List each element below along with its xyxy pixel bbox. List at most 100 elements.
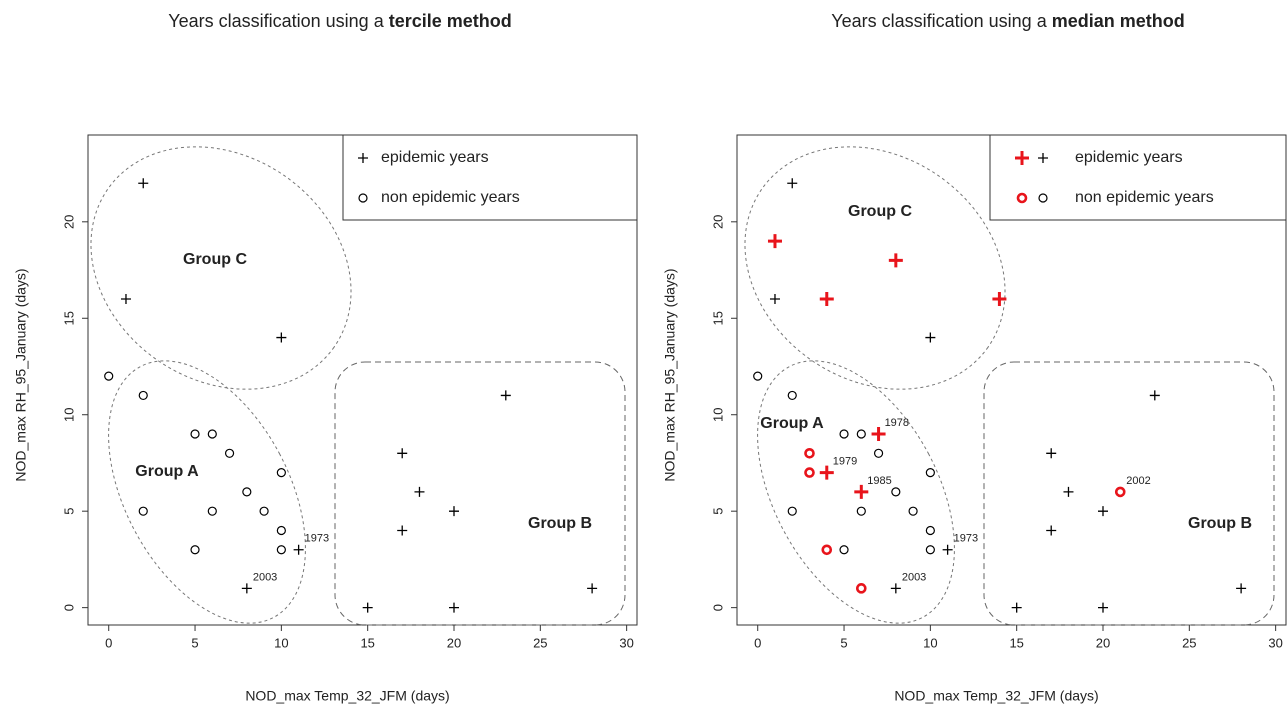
- panel: Years classification using a tercile met…: [13, 11, 638, 704]
- circle-marker: [856, 506, 866, 516]
- plus-marker: [449, 506, 459, 517]
- plus-marker: [819, 291, 834, 306]
- plus-marker: [414, 486, 425, 497]
- circle-marker: [242, 487, 252, 497]
- plus-marker: [500, 390, 511, 401]
- circle-marker: [804, 467, 815, 478]
- y-tick-label: 15: [710, 311, 725, 325]
- x-tick-label: 0: [754, 635, 761, 650]
- plus-marker: [888, 253, 903, 268]
- group-outline: [983, 361, 1275, 626]
- plus-marker: [293, 544, 304, 555]
- plus-marker: [787, 178, 798, 189]
- group-outline: [90, 146, 352, 390]
- group-label: Group A: [760, 415, 824, 432]
- point-label: 1978: [885, 417, 909, 429]
- plus-marker: [1098, 602, 1108, 613]
- circle-marker: [259, 506, 269, 516]
- x-tick-label: 0: [105, 635, 112, 650]
- y-tick-label: 15: [61, 311, 76, 325]
- circle-marker: [207, 429, 217, 439]
- x-tick-label: 25: [533, 635, 547, 650]
- x-tick-label: 30: [1268, 635, 1282, 650]
- y-tick-label: 5: [710, 508, 725, 515]
- legend-label: non epidemic years: [381, 189, 520, 206]
- group-outline: [334, 361, 626, 626]
- circle-marker: [138, 390, 148, 401]
- plus-marker: [276, 332, 287, 343]
- y-tick-label: 0: [61, 604, 76, 611]
- plus-marker: [854, 484, 869, 499]
- y-axis-label: NOD_max RH_95_January (days): [13, 268, 29, 481]
- circle-marker: [190, 429, 200, 439]
- circle-marker: [207, 506, 217, 516]
- x-axis-label: NOD_max Temp_32_JFM (days): [245, 688, 449, 704]
- title-part: median method: [1052, 11, 1185, 31]
- title-part: Years classification using a: [168, 11, 388, 31]
- plus-marker: [1236, 583, 1247, 594]
- plus-marker: [362, 602, 373, 613]
- plus-marker: [769, 293, 780, 304]
- x-tick-label: 15: [360, 635, 374, 650]
- x-tick-label: 5: [840, 635, 847, 650]
- y-tick-label: 10: [710, 407, 725, 421]
- circle-marker: [925, 525, 935, 536]
- circle-marker: [873, 448, 884, 458]
- circle-marker: [804, 448, 815, 459]
- point-label: 1979: [833, 456, 857, 468]
- circle-marker: [839, 429, 849, 439]
- point-label: 1973: [954, 533, 978, 545]
- chart-title: Years classification using a median meth…: [831, 11, 1184, 31]
- group-label: Group C: [183, 251, 247, 268]
- x-tick-label: 10: [923, 635, 937, 650]
- group-label: Group B: [1188, 515, 1252, 532]
- circle-marker: [276, 545, 286, 555]
- legend-marker: [1016, 192, 1028, 204]
- legend-marker: [1038, 193, 1048, 203]
- circle-marker: [787, 390, 797, 401]
- point-label: 2003: [253, 571, 277, 583]
- y-tick-label: 20: [710, 215, 725, 229]
- group-outline: [757, 360, 955, 624]
- circle-marker: [276, 467, 286, 478]
- plus-marker: [1046, 448, 1057, 459]
- circle-marker: [821, 544, 833, 556]
- x-tick-label: 30: [619, 635, 633, 650]
- legend-marker: [1015, 151, 1029, 165]
- legend-box: [989, 134, 1287, 221]
- circle-marker: [138, 506, 148, 516]
- circle-marker: [1114, 486, 1126, 498]
- title-part: Years classification using a: [831, 11, 1051, 31]
- chart-title: Years classification using a tercile met…: [168, 11, 512, 31]
- group-outline: [108, 360, 306, 624]
- plus-marker: [992, 291, 1007, 306]
- plus-marker: [925, 332, 936, 343]
- plus-marker: [890, 583, 901, 594]
- y-tick-label: 10: [61, 407, 76, 421]
- plus-marker: [1149, 390, 1160, 401]
- plus-marker: [397, 448, 408, 459]
- circle-marker: [224, 448, 235, 458]
- x-tick-label: 20: [447, 635, 461, 650]
- circle-marker: [925, 545, 935, 555]
- group-outline: [744, 146, 1006, 390]
- x-tick-label: 25: [1182, 635, 1196, 650]
- circle-marker: [104, 371, 114, 381]
- plus-marker: [942, 544, 953, 555]
- circle-marker: [190, 545, 200, 555]
- plus-marker: [819, 465, 834, 480]
- group-label: Group A: [135, 463, 199, 480]
- group-label: Group B: [528, 515, 592, 532]
- plus-marker: [767, 234, 782, 249]
- title-part: tercile method: [389, 11, 512, 31]
- x-tick-label: 20: [1096, 635, 1110, 650]
- legend-label: non epidemic years: [1075, 189, 1214, 206]
- circle-marker: [753, 371, 763, 381]
- circle-marker: [891, 487, 901, 497]
- legend-label: epidemic years: [381, 149, 489, 166]
- x-axis-label: NOD_max Temp_32_JFM (days): [894, 688, 1098, 704]
- panel: Years classification using a median meth…: [662, 11, 1287, 704]
- circle-marker: [787, 506, 797, 516]
- plus-marker: [1063, 486, 1074, 497]
